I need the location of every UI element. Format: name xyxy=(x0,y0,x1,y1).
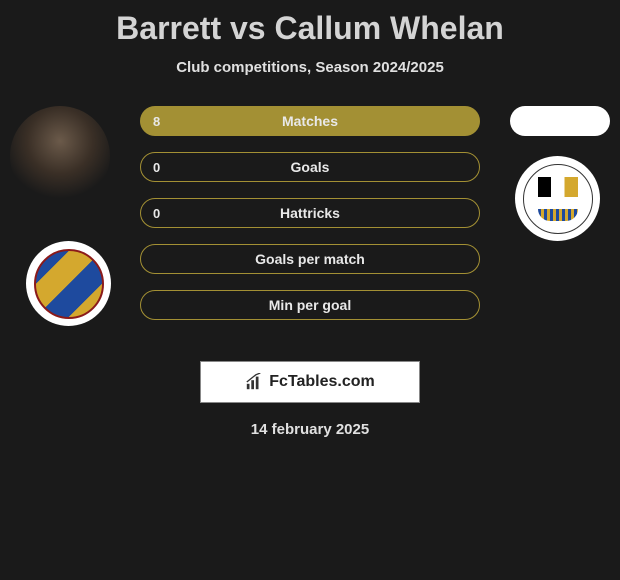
stat-value-left: 8 xyxy=(153,114,160,129)
stat-label: Matches xyxy=(282,113,338,129)
comparison-title: Barrett vs Callum Whelan xyxy=(0,10,620,47)
stat-label: Goals xyxy=(291,159,330,175)
stat-row-matches: 8 Matches xyxy=(140,106,480,136)
club-badge-right xyxy=(515,156,600,241)
player-avatar-right-placeholder xyxy=(510,106,610,136)
stats-list: 8 Matches 0 Goals 0 Hattricks Goals per … xyxy=(140,106,480,336)
fctables-logo[interactable]: FcTables.com xyxy=(200,361,420,403)
stat-row-min-per-goal: Min per goal xyxy=(140,290,480,320)
stat-value-left: 0 xyxy=(153,160,160,175)
comparison-date: 14 february 2025 xyxy=(0,421,620,438)
club-badge-left xyxy=(26,241,111,326)
chart-icon xyxy=(245,373,263,391)
stat-label: Min per goal xyxy=(269,297,351,313)
stat-label: Goals per match xyxy=(255,251,365,267)
season-subtitle: Club competitions, Season 2024/2025 xyxy=(0,59,620,76)
player-avatar-left xyxy=(10,106,110,206)
stat-value-left: 0 xyxy=(153,206,160,221)
comparison-area: 8 Matches 0 Goals 0 Hattricks Goals per … xyxy=(0,101,620,361)
stat-row-hattricks: 0 Hattricks xyxy=(140,198,480,228)
club-crest-left xyxy=(34,249,104,319)
stat-row-goals-per-match: Goals per match xyxy=(140,244,480,274)
logo-text: FcTables.com xyxy=(269,373,375,391)
club-crest-right xyxy=(523,164,593,234)
stat-row-goals: 0 Goals xyxy=(140,152,480,182)
stat-label: Hattricks xyxy=(280,205,340,221)
